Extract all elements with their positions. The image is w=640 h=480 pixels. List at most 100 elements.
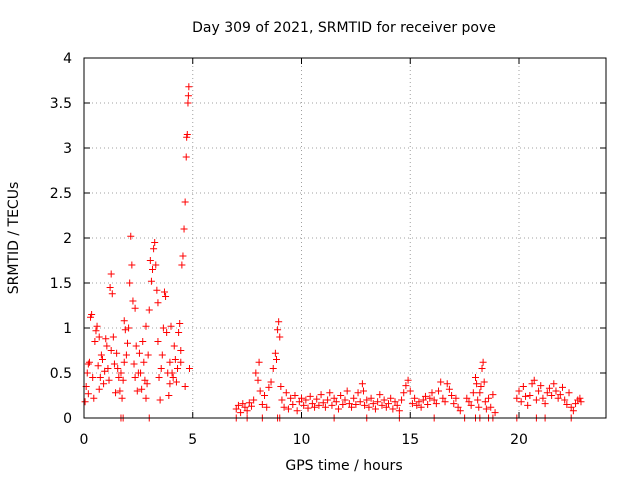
data-point — [298, 394, 305, 402]
data-point — [122, 351, 130, 359]
data-point — [421, 392, 429, 400]
x-tick-label: 10 — [293, 432, 311, 448]
data-point — [276, 333, 284, 341]
data-point — [324, 396, 332, 404]
data-point — [110, 360, 118, 368]
data-point — [261, 392, 269, 399]
data-point — [280, 403, 288, 411]
y-tick-label: 0.5 — [50, 366, 72, 382]
data-point — [306, 392, 314, 400]
data-point — [247, 402, 255, 410]
data-point — [334, 405, 342, 413]
data-point — [119, 376, 127, 384]
data-point — [263, 403, 271, 411]
data-point — [156, 396, 164, 404]
data-point — [93, 322, 101, 330]
data-point — [143, 380, 151, 388]
data-point — [184, 99, 192, 107]
data-point — [289, 401, 297, 408]
data-point — [166, 380, 174, 388]
data-point — [456, 407, 464, 415]
data-point — [330, 394, 338, 402]
data-point — [95, 385, 103, 393]
data-point — [450, 400, 458, 408]
data-point — [169, 374, 177, 381]
y-tick-label: 2.5 — [50, 186, 72, 202]
data-point — [162, 293, 170, 300]
data-point — [543, 389, 551, 397]
data-point — [567, 403, 575, 411]
x-axis-label: GPS time / hours — [285, 458, 402, 474]
data-point — [302, 396, 310, 404]
data-point — [519, 383, 527, 390]
data-point — [132, 342, 140, 350]
data-point — [100, 380, 108, 388]
data-point — [154, 299, 162, 307]
x-tick-label: 5 — [188, 432, 197, 448]
data-point — [165, 392, 173, 399]
data-point — [467, 401, 475, 409]
data-point — [245, 399, 253, 407]
data-point — [291, 392, 299, 399]
data-point — [166, 358, 174, 366]
data-point — [411, 394, 419, 402]
data-point — [348, 403, 356, 411]
data-point — [120, 317, 128, 325]
data-point — [112, 389, 120, 397]
data-point — [157, 365, 165, 372]
data-point — [479, 358, 487, 366]
data-point — [378, 401, 386, 409]
data-point — [167, 322, 175, 330]
data-point — [476, 389, 484, 397]
data-point — [385, 400, 392, 408]
data-point — [311, 403, 319, 411]
data-point — [232, 405, 240, 413]
data-point — [107, 270, 115, 278]
data-point — [109, 333, 117, 341]
data-point — [326, 389, 334, 397]
data-point — [140, 358, 148, 366]
data-point — [255, 358, 263, 366]
data-point — [181, 198, 189, 206]
data-point — [481, 398, 489, 406]
data-point — [116, 387, 124, 395]
data-point — [415, 398, 423, 406]
data-point — [393, 401, 401, 409]
data-point — [115, 374, 123, 381]
data-point — [478, 365, 486, 372]
data-point — [530, 376, 538, 384]
axis-ticks: 0 0.5 1 1.5 2 2.5 3 3.5 4 0 5 10 15 20 — [50, 51, 606, 448]
data-point — [295, 398, 303, 406]
data-point — [250, 396, 258, 404]
data-point — [96, 374, 104, 381]
data-point — [408, 400, 416, 408]
data-point — [441, 398, 449, 406]
data-point — [550, 380, 558, 388]
y-tick-label: 4 — [63, 51, 72, 67]
data-point — [284, 405, 292, 413]
data-point — [267, 378, 275, 386]
data-point — [117, 369, 125, 377]
data-point — [363, 396, 371, 404]
data-point — [293, 407, 301, 415]
data-point — [237, 409, 245, 417]
data-point — [445, 385, 453, 393]
data-point — [577, 398, 585, 406]
data-point — [359, 387, 367, 395]
data-point — [474, 396, 482, 404]
data-point — [365, 403, 373, 411]
data-point — [171, 356, 179, 363]
data-point — [517, 398, 525, 406]
data-point — [480, 378, 488, 386]
y-tick-label: 1 — [63, 321, 72, 337]
data-point — [275, 318, 283, 326]
data-point — [102, 335, 110, 343]
data-point — [172, 378, 180, 386]
data-point — [177, 347, 185, 354]
data-point — [185, 83, 193, 91]
data-point — [97, 351, 105, 359]
data-point — [252, 369, 260, 377]
data-point — [315, 401, 323, 409]
data-point — [541, 400, 549, 408]
data-point — [454, 403, 462, 411]
